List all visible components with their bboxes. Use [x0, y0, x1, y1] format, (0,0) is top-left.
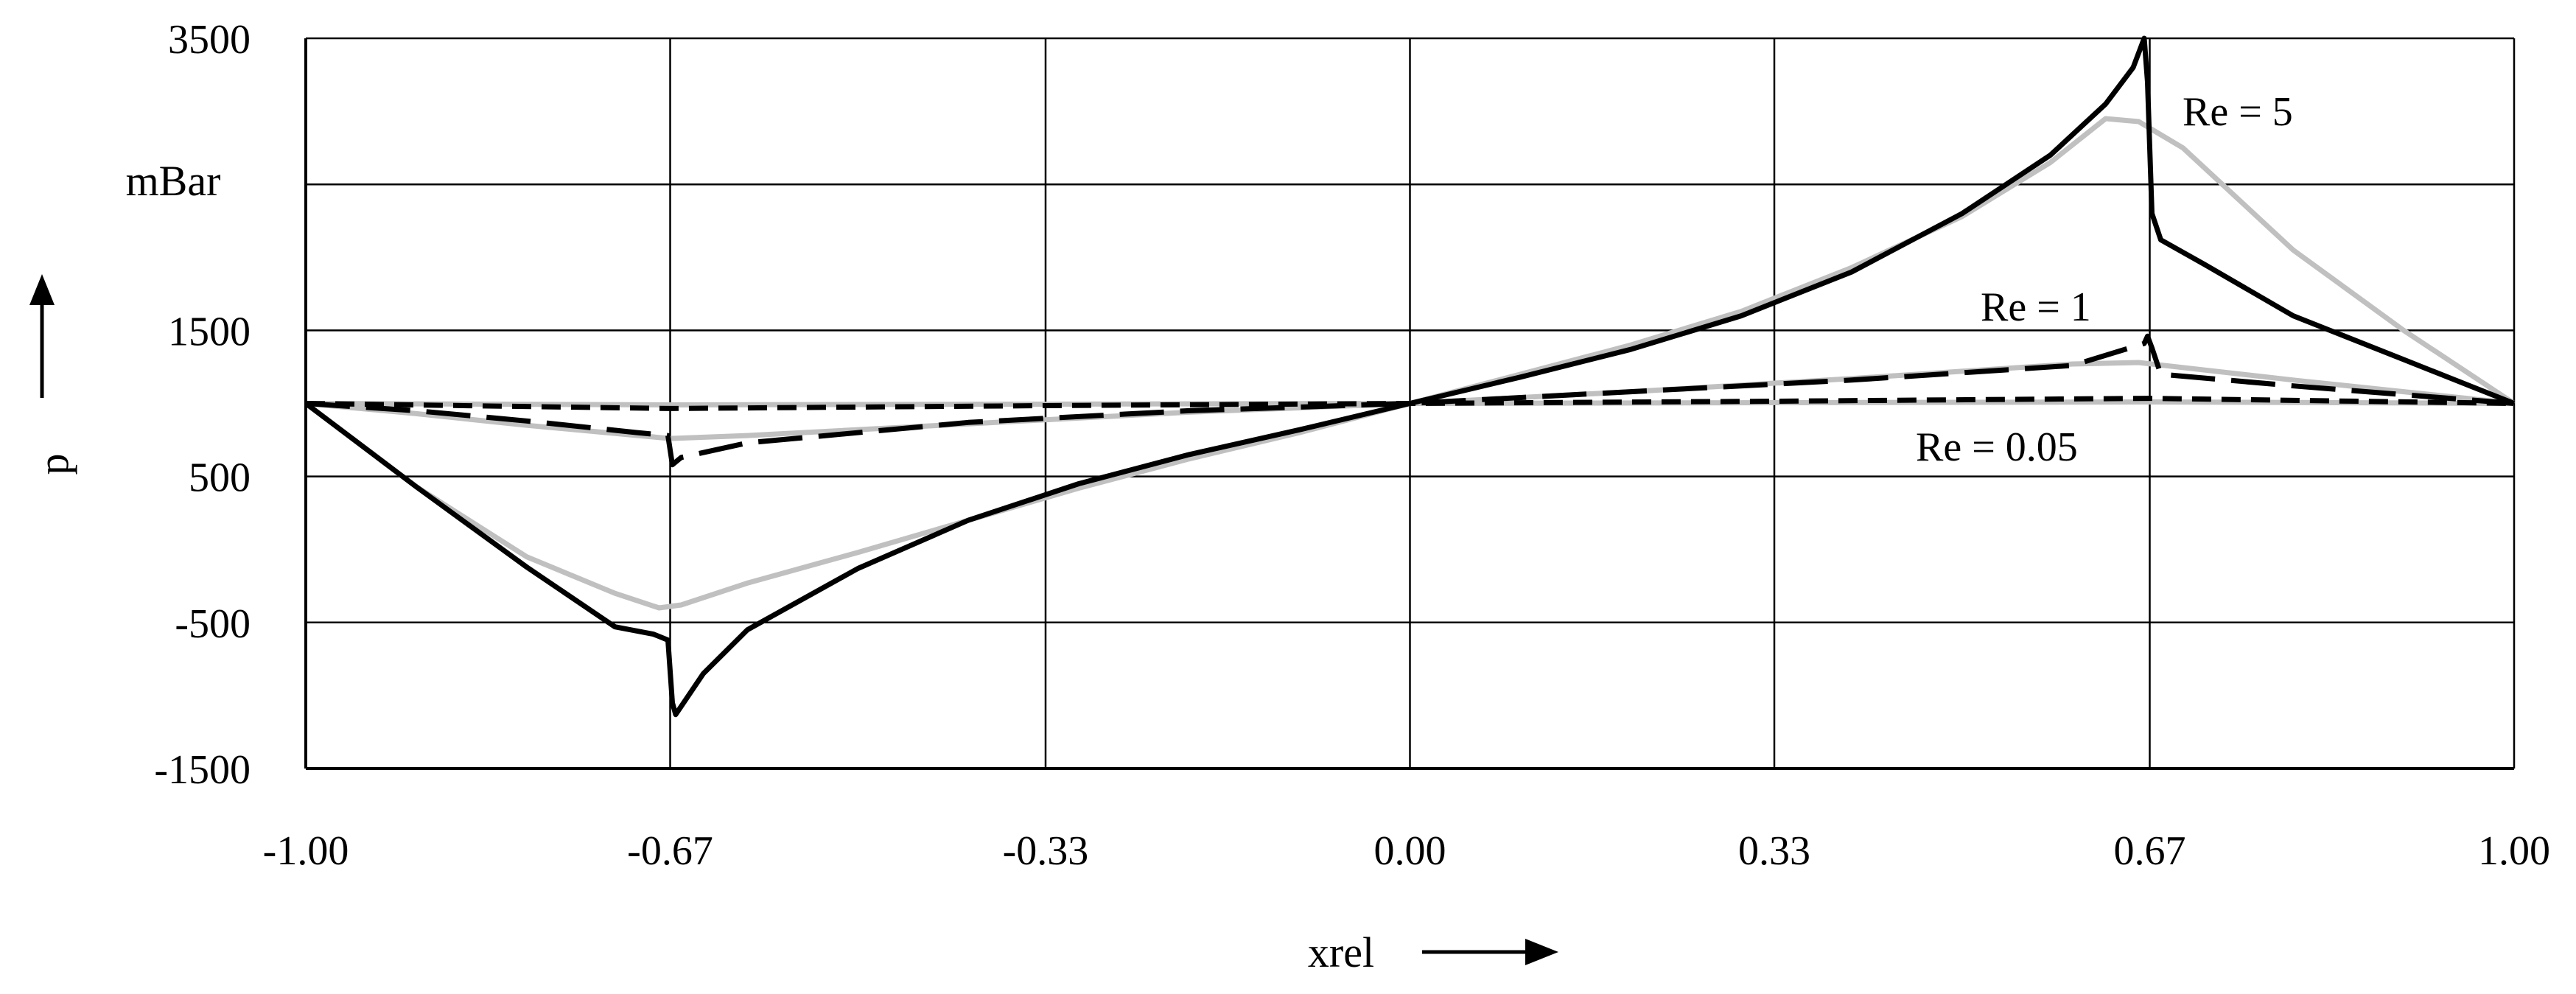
y-tick-label: -500 — [175, 601, 251, 647]
series-line-re-5 — [304, 35, 2516, 718]
x-axis-arrow-icon — [1422, 939, 1558, 965]
series-layer — [304, 35, 2516, 718]
series-label-re5: Re = 5 — [2183, 89, 2293, 135]
y-tick-label: 3500 — [168, 17, 251, 63]
tick-labels: -1.00 -0.67 -0.33 0.00 0.33 0.67 1.00 -1500 -500… — [154, 17, 2550, 874]
y-axis-title: p — [29, 454, 77, 475]
x-tick-label: -0.67 — [627, 828, 713, 874]
y-tick-label: 1500 — [168, 309, 251, 354]
series-line-re-1 — [305, 333, 2515, 468]
x-tick-label: 0.00 — [1374, 828, 1446, 874]
x-tick-label: 0.33 — [1738, 828, 1810, 874]
axes — [304, 38, 2514, 770]
x-tick-label: -1.00 — [263, 828, 349, 874]
y-axis-arrow-icon — [29, 274, 55, 398]
x-axis-title: xrel — [1308, 928, 1374, 976]
y-tick-label: 500 — [189, 455, 251, 501]
x-tick-label: -0.33 — [1003, 828, 1089, 874]
series-label-re005: Re = 0.05 — [1916, 424, 2078, 470]
y-unit-label: mBar — [126, 157, 221, 205]
x-tick-label: 1.00 — [2478, 828, 2550, 874]
series-line-re-0-05 — [305, 396, 2515, 411]
x-tick-label: 0.67 — [2113, 828, 2185, 874]
y-tick-label: -1500 — [154, 747, 251, 793]
series-label-re1: Re = 1 — [1981, 284, 2091, 330]
